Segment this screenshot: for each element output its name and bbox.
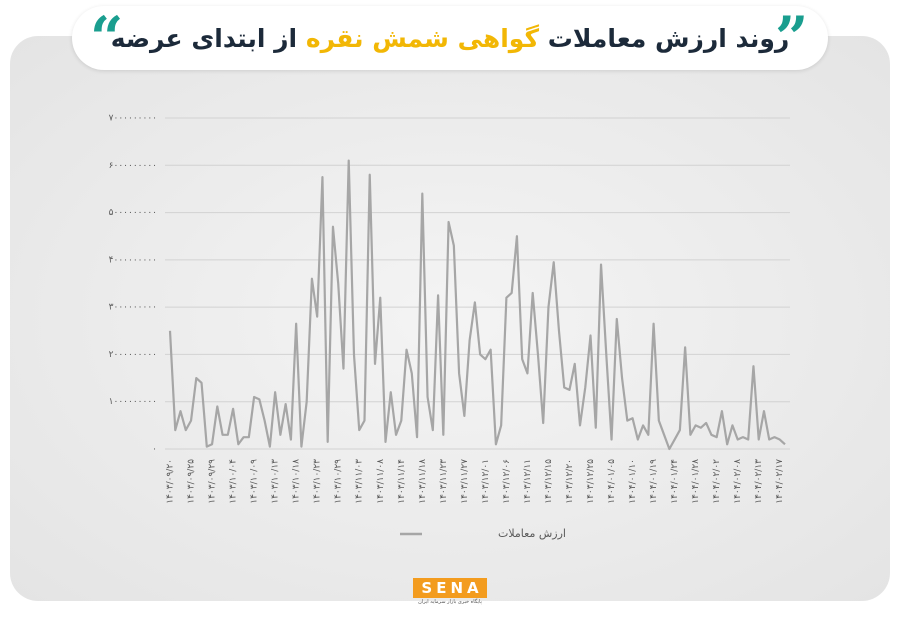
x-tick-label: ۱۴۰۴/۰۱/۲۴ [670,459,680,504]
x-tick-label: ۱۴۰۴/۰۲/۱۷ [775,459,785,504]
x-tick-label: ۱۴۰۳/۰۹/۲۵ [187,459,197,504]
x-tick-label: ۱۴۰۳/۱۲/۲۰ [565,459,575,504]
y-tick-label: ۷۰۰۰۰۰۰۰۰۰ [109,114,157,124]
title-bar: روند ارزش معاملات گواهی شمش نقره از ابتد… [72,6,828,70]
y-tick-label: ۵۰۰۰۰۰۰۰۰۰ [109,208,157,218]
x-tick-label: ۱۴۰۳/۱۱/۱۴ [397,459,407,504]
title-part: روند ارزش معاملات [547,23,790,53]
y-tick-label: ۲۰۰۰۰۰۰۰۰۰ [109,350,157,360]
x-tick-label: ۱۴۰۳/۱۱/۲۷ [460,459,470,504]
x-tick-label: ۱۴۰۳/۱۰/۲۹ [334,459,344,504]
y-tick-label: ۴۰۰۰۰۰۰۰۰۰ [109,255,157,265]
x-tick-label: ۱۴۰۳/۰۹/۲۰ [166,459,176,504]
x-tick-label: ۱۴۰۴/۰۱/۲۸ [691,459,701,504]
y-tick-label: ۶۰۰۰۰۰۰۰۰۰ [109,161,157,171]
x-tick-label: ۱۴۰۳/۱۰/۲۳ [313,459,323,504]
x-tick-label: ۱۴۰۳/۱۰/۰۴ [229,459,239,504]
logo-text: SENA [413,578,487,598]
legend-label: ارزش معاملات [498,527,566,540]
x-tick-label: ۱۴۰۳/۱۲/۱۱ [523,459,533,504]
y-tick-label: ۳۰۰۰۰۰۰۰۰۰ [109,303,157,313]
x-tick-label: ۱۴۰۳/۰۹/۲۹ [208,459,218,504]
quote-icon: “ [90,4,124,72]
x-tick-label: ۱۴۰۳/۱۰/۰۹ [250,459,260,504]
title-highlight: گواهی شمش نقره [305,23,540,53]
series-line [168,159,786,451]
title-part: از ابتدای عرضه [110,23,298,53]
y-tick-label: ۱۰۰۰۰۰۰۰۰۰ [109,397,157,407]
x-tick-label: ۱۴۰۴/۰۲/۱۳ [754,459,764,504]
x-tick-label: ۱۴۰۳/۱۲/۱۵ [544,459,554,504]
logo: SENA پایگاه خبری بازار سرمایه ایران [410,578,490,605]
x-tick-label: ۱۴۰۴/۰۲/۰۲ [712,459,722,504]
x-tick-label: ۱۴۰۳/۱۲/۲۵ [586,459,596,504]
x-tick-label: ۱۴۰۳/۱۱/۰۸ [376,459,386,504]
logo-caption: پایگاه خبری بازار سرمایه ایران [418,599,482,605]
x-tick-label: ۱۴۰۳/۱۱/۲۳ [439,459,449,504]
x-tick-label: ۱۴۰۴/۰۱/۱۰ [628,459,638,504]
x-tick-label: ۱۴۰۴/۰۱/۱۹ [649,459,659,504]
x-tick-label: ۱۴۰۳/۱۰/۱۸ [292,459,302,504]
y-tick-label: ۰ [152,445,157,455]
x-tick-label: ۱۴۰۳/۱۰/۱۳ [271,459,281,504]
quote-icon: ” [775,4,809,72]
x-tick-label: ۱۴۰۳/۱۲/۰۱ [481,459,491,504]
x-tick-label: ۱۴۰۳/۱۲/۰۶ [502,459,512,504]
chart-title: روند ارزش معاملات گواهی شمش نقره از ابتد… [111,24,790,53]
x-tick-label: ۱۴۰۴/۰۲/۰۸ [733,459,743,504]
x-tick-label: ۱۴۰۳/۱۱/۱۸ [418,459,428,504]
x-tick-label: ۱۴۰۳/۱۱/۰۳ [355,459,365,504]
x-tick-label: ۱۴۰۴/۰۱/۰۵ [607,459,617,504]
chart-panel [10,36,890,601]
